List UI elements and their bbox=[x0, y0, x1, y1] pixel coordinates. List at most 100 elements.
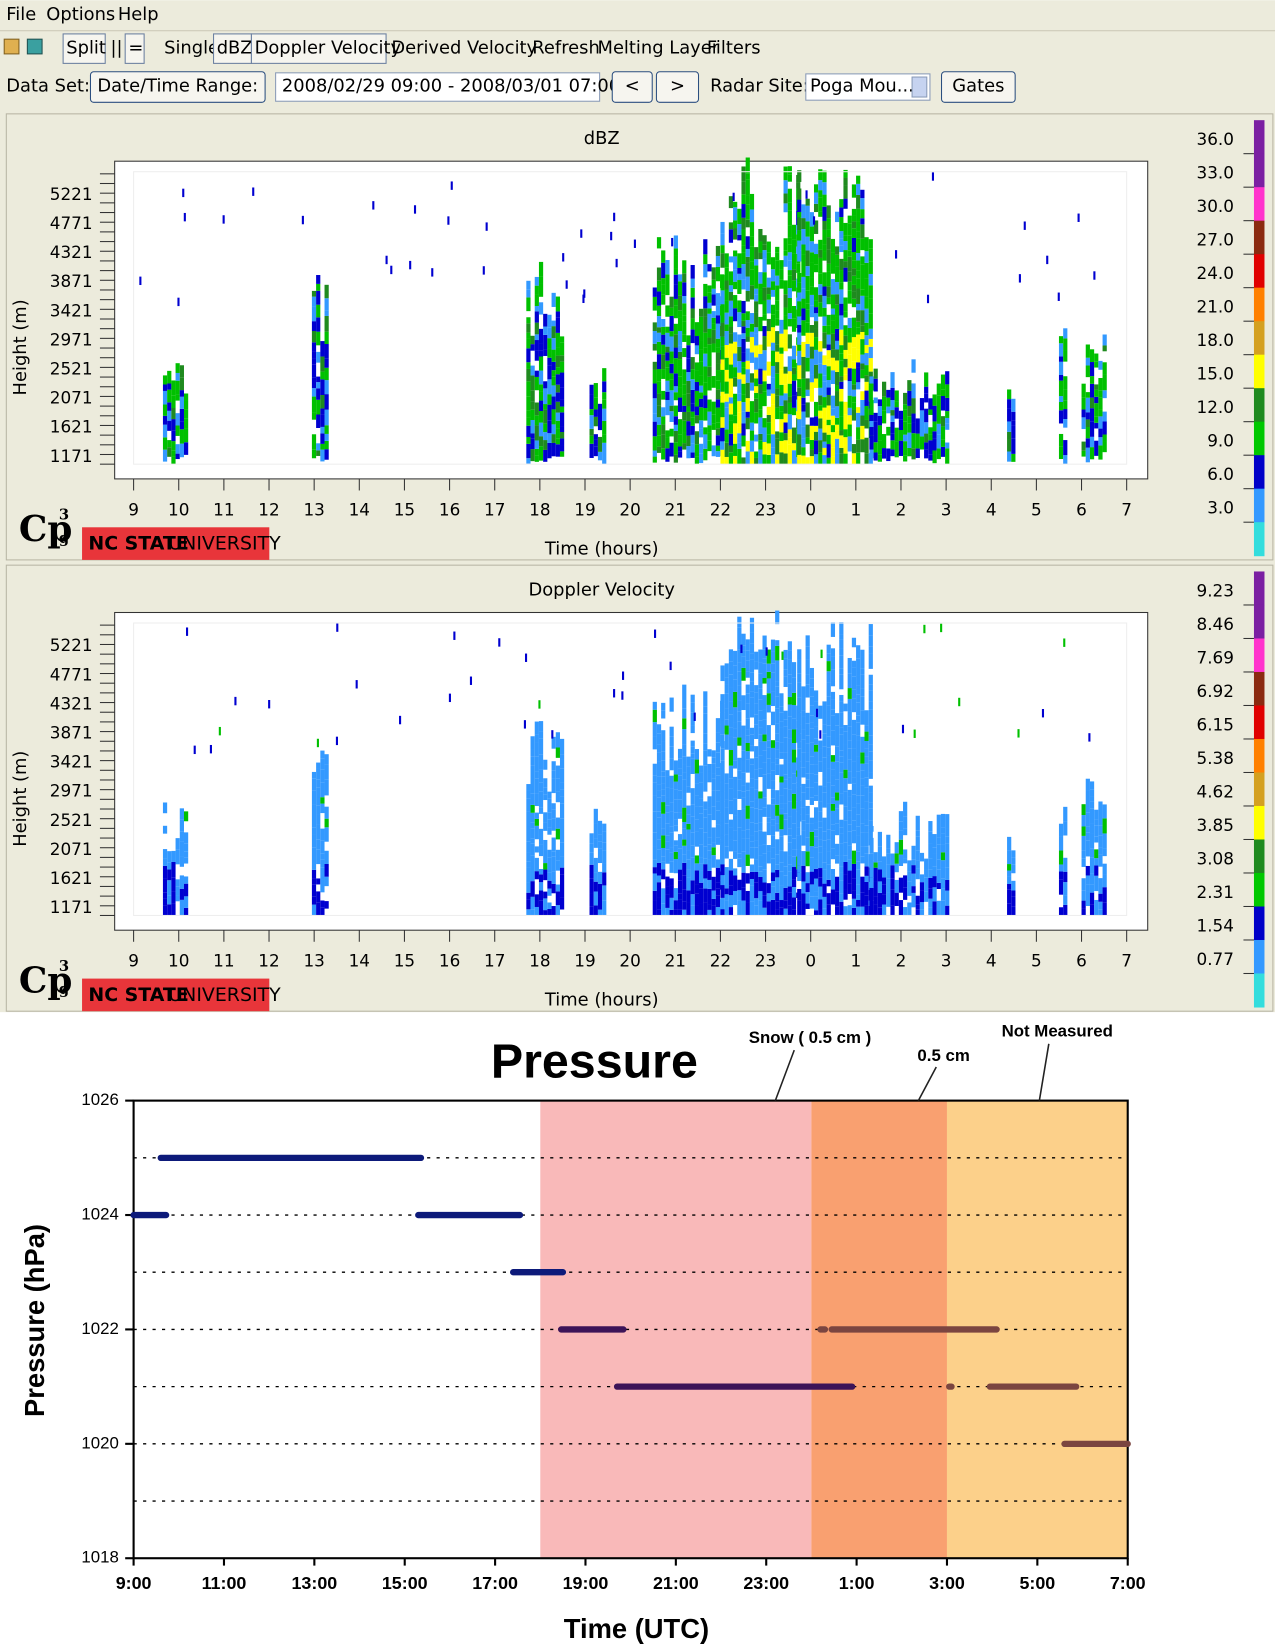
radar-echo bbox=[860, 415, 865, 426]
radar-echo bbox=[839, 282, 844, 290]
radar-echo bbox=[791, 318, 797, 332]
radar-echo bbox=[547, 880, 552, 889]
radar-echo bbox=[602, 872, 607, 886]
radar-echo bbox=[787, 886, 792, 893]
prev-button[interactable] bbox=[611, 71, 653, 103]
menu-item[interactable]: Options bbox=[46, 4, 115, 25]
radar-echo bbox=[741, 411, 746, 424]
radar-echo bbox=[813, 300, 819, 308]
range-button[interactable] bbox=[89, 71, 266, 103]
radar-echo bbox=[707, 308, 712, 314]
toolbar-button[interactable] bbox=[124, 33, 145, 64]
radar-echo bbox=[1089, 397, 1095, 409]
radar-echo bbox=[847, 810, 852, 818]
save-icon[interactable] bbox=[26, 38, 43, 55]
radar-echo bbox=[707, 850, 712, 860]
y-tick-label: 1026 bbox=[81, 1090, 118, 1109]
radar-echo bbox=[843, 889, 848, 900]
radar-echo bbox=[851, 260, 857, 269]
toolbar-label[interactable]: Filters bbox=[707, 38, 761, 59]
radar-echo bbox=[749, 451, 755, 465]
radar-echo bbox=[711, 890, 716, 899]
radar-echo bbox=[830, 357, 836, 371]
radar-echo bbox=[783, 908, 788, 916]
radar-echo bbox=[813, 307, 819, 314]
toolbar-button[interactable] bbox=[62, 33, 106, 64]
radar-echo bbox=[530, 390, 535, 402]
radar-echo bbox=[809, 294, 814, 306]
y-tick-label: 1171 bbox=[50, 446, 93, 466]
radar-echo bbox=[830, 691, 836, 700]
radar-echo bbox=[167, 440, 172, 448]
toolbar-button[interactable] bbox=[213, 33, 252, 64]
toolbar-label[interactable]: Derived Velocity bbox=[391, 38, 537, 59]
radar-echo bbox=[534, 340, 539, 351]
next-button[interactable] bbox=[655, 71, 700, 103]
radar-echo bbox=[179, 443, 184, 458]
radar-echo bbox=[733, 707, 738, 723]
radar-echo bbox=[813, 401, 819, 417]
open-icon[interactable] bbox=[3, 38, 20, 55]
radar-echo bbox=[809, 896, 814, 909]
toolbar-button[interactable] bbox=[250, 33, 387, 64]
toolbar-label[interactable]: Refresh bbox=[532, 38, 600, 59]
radar-echo bbox=[1011, 398, 1016, 412]
radar-echo bbox=[775, 723, 780, 734]
radar-echo bbox=[1011, 857, 1016, 865]
radar-echo bbox=[936, 837, 941, 845]
radar-echo bbox=[162, 390, 168, 405]
radar-echo bbox=[677, 397, 683, 412]
radar-echo bbox=[724, 429, 729, 443]
toolbar-label[interactable]: Single bbox=[164, 38, 219, 59]
radar-echo bbox=[835, 843, 840, 856]
radar-speckle bbox=[385, 255, 388, 265]
radar-echo bbox=[745, 805, 750, 819]
radar-echo bbox=[886, 834, 891, 849]
radar-echo bbox=[183, 843, 189, 852]
radar-echo bbox=[860, 224, 865, 239]
gates-button[interactable] bbox=[940, 71, 1016, 103]
radar-echo bbox=[526, 790, 531, 799]
radar-echo bbox=[797, 697, 802, 713]
radar-echo bbox=[928, 907, 933, 916]
radar-echo bbox=[843, 874, 848, 890]
radar-echo bbox=[724, 393, 729, 402]
radar-echo bbox=[749, 430, 755, 441]
radar-speckle bbox=[582, 294, 585, 304]
radar-echo bbox=[720, 253, 725, 268]
radar-echo bbox=[316, 878, 321, 885]
radar-echo bbox=[547, 872, 552, 881]
colorbar-label: 18.0 bbox=[1196, 330, 1233, 350]
radar-echo bbox=[801, 908, 806, 916]
radar-echo bbox=[856, 756, 861, 772]
radar-echo bbox=[724, 324, 729, 332]
radar-echo bbox=[762, 704, 767, 710]
radar-echo bbox=[1007, 421, 1012, 432]
radar-echo bbox=[162, 865, 168, 879]
menu-item[interactable]: Help bbox=[118, 4, 159, 25]
radar-echo bbox=[779, 405, 784, 412]
toolbar-label[interactable]: || bbox=[110, 38, 122, 59]
radar-echo bbox=[813, 328, 819, 338]
radar-echo bbox=[813, 896, 819, 911]
radar-echo bbox=[791, 762, 797, 774]
radar-echo bbox=[547, 338, 552, 349]
radar-echo bbox=[791, 374, 797, 381]
dropdown-arrow[interactable] bbox=[911, 76, 928, 98]
radar-echo bbox=[886, 853, 891, 865]
radar-echo bbox=[538, 384, 544, 392]
radar-echo bbox=[818, 428, 823, 441]
radar-echo bbox=[715, 824, 721, 838]
radar-echo bbox=[851, 326, 857, 338]
menu-item[interactable]: File bbox=[6, 4, 36, 25]
radar-echo bbox=[526, 317, 531, 324]
radar-echo bbox=[766, 318, 771, 332]
site-dropdown[interactable] bbox=[805, 73, 931, 101]
radar-echo bbox=[766, 804, 771, 818]
radar-echo bbox=[749, 236, 755, 247]
range-field[interactable] bbox=[275, 72, 601, 102]
toolbar-label[interactable]: Melting Layer bbox=[598, 38, 720, 59]
radar-echo bbox=[694, 431, 699, 445]
radar-echo bbox=[809, 715, 814, 723]
radar-echo bbox=[779, 693, 784, 707]
